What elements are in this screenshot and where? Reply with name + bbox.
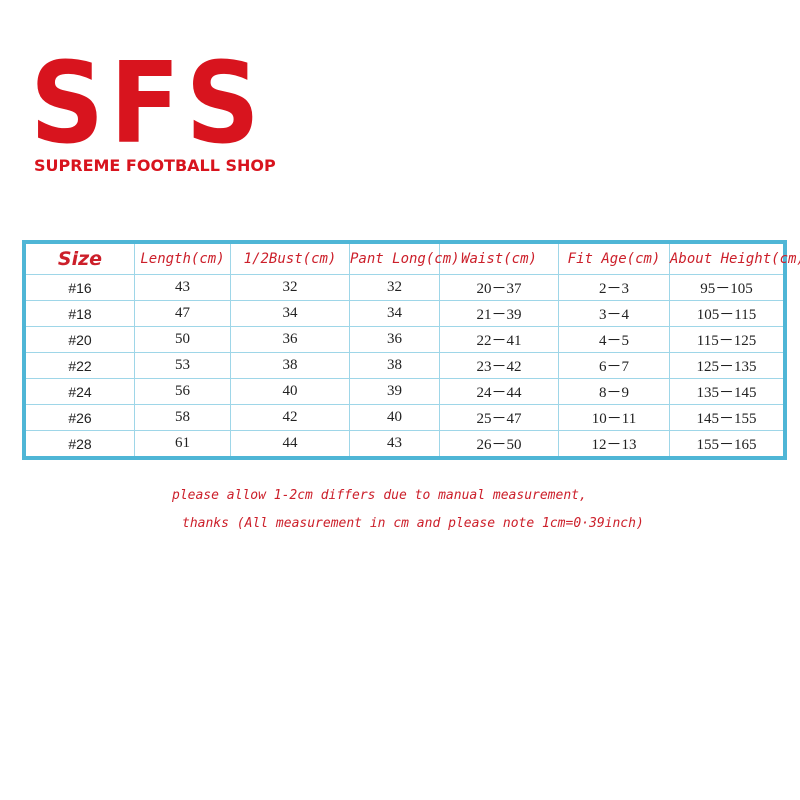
table-cell: 115－125 bbox=[669, 326, 786, 353]
table-cell: 23－42 bbox=[439, 352, 559, 379]
table-cell: 40 bbox=[349, 404, 440, 431]
table-cell: 58 bbox=[134, 404, 231, 431]
table-cell: 125－135 bbox=[669, 352, 786, 379]
table-cell: #18 bbox=[23, 300, 135, 327]
table-cell: 2－3 bbox=[558, 274, 670, 301]
column-header: Fit Age(cm) bbox=[558, 241, 670, 275]
table-cell: 8－9 bbox=[558, 378, 670, 405]
table-cell: 145－155 bbox=[669, 404, 786, 431]
logo: SFS bbox=[30, 39, 266, 169]
table-cell: 36 bbox=[230, 326, 350, 353]
header-row: Size Length(cm) 1/2Bust(cm) Pant Long(cm) Wa… bbox=[23, 241, 800, 275]
table-cell: 44 bbox=[230, 430, 350, 459]
table-cell: 32 bbox=[349, 274, 440, 301]
table-cell: #24 bbox=[23, 378, 135, 405]
table-cell: #26 bbox=[23, 404, 135, 431]
table-cell: 4－5 bbox=[558, 326, 670, 353]
table-cell: 42 bbox=[230, 404, 350, 431]
table-cell: 43 bbox=[349, 430, 440, 459]
note-line: please allow 1-2cm differs due to manual… bbox=[172, 488, 587, 503]
table-cell: #28 bbox=[23, 430, 135, 459]
table-cell: 20－37 bbox=[439, 274, 559, 301]
table-cell: #16 bbox=[23, 274, 135, 301]
table-row: #18 47 34 34 21－39 3－4 105－115 bbox=[23, 300, 786, 327]
table-cell: 40 bbox=[230, 378, 350, 405]
table-cell: 56 bbox=[134, 378, 231, 405]
column-header: Length(cm) bbox=[134, 241, 231, 275]
table-cell: 39 bbox=[349, 378, 440, 405]
column-header: About Height(cm) bbox=[669, 241, 800, 275]
table-cell: 25－47 bbox=[439, 404, 559, 431]
table-cell: 38 bbox=[349, 352, 440, 379]
note-line: thanks (All measurement in cm and please… bbox=[182, 516, 644, 531]
column-header: Waist(cm) bbox=[439, 241, 559, 275]
table-cell: 6－7 bbox=[558, 352, 670, 379]
table-cell: 53 bbox=[134, 352, 231, 379]
table-cell: 26－50 bbox=[439, 430, 559, 459]
table-cell: 47 bbox=[134, 300, 231, 327]
table-row: #26 58 42 40 25－47 10－11 145－155 bbox=[23, 404, 786, 431]
column-header: Size bbox=[23, 241, 135, 275]
table-cell: 10－11 bbox=[558, 404, 670, 431]
table-cell: 50 bbox=[134, 326, 231, 353]
table-cell: 95－105 bbox=[669, 274, 786, 301]
table-cell: 135－145 bbox=[669, 378, 786, 405]
table-cell: 24－44 bbox=[439, 378, 559, 405]
table-cell: 61 bbox=[134, 430, 231, 459]
table-cell: 12－13 bbox=[558, 430, 670, 459]
table-row: #24 56 40 39 24－44 8－9 135－145 bbox=[23, 378, 786, 405]
column-header: Pant Long(cm) bbox=[349, 241, 460, 275]
table-cell: #22 bbox=[23, 352, 135, 379]
table-cell: 34 bbox=[349, 300, 440, 327]
column-header: 1/2Bust(cm) bbox=[230, 241, 350, 275]
table-cell: 155－165 bbox=[669, 430, 786, 459]
table-cell: 3－4 bbox=[558, 300, 670, 327]
table-cell: 43 bbox=[134, 274, 231, 301]
table-cell: #20 bbox=[23, 326, 135, 353]
table-row: #20 50 36 36 22－41 4－5 115－125 bbox=[23, 326, 786, 353]
table-cell: 34 bbox=[230, 300, 350, 327]
table-cell: 105－115 bbox=[669, 300, 786, 327]
size-table: Size Length(cm) 1/2Bust(cm) Pant Long(cm) Wa… bbox=[22, 240, 800, 460]
table-cell: 32 bbox=[230, 274, 350, 301]
table-row: #28 61 44 43 26－50 12－13 155－165 bbox=[23, 430, 786, 459]
table-row: #16 43 32 32 20－37 2－3 95－105 bbox=[23, 274, 786, 301]
table-cell: 36 bbox=[349, 326, 440, 353]
table-row: #22 53 38 38 23－42 6－7 125－135 bbox=[23, 352, 786, 379]
table-cell: 21－39 bbox=[439, 300, 559, 327]
table-cell: 38 bbox=[230, 352, 350, 379]
table-cell: 22－41 bbox=[439, 326, 559, 353]
logo-subtitle: SUPREME FOOTBALL SHOP bbox=[34, 156, 276, 175]
